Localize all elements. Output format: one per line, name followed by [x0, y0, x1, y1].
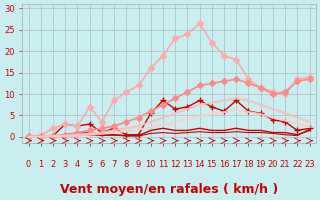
X-axis label: Vent moyen/en rafales ( km/h ): Vent moyen/en rafales ( km/h ) — [60, 183, 278, 196]
